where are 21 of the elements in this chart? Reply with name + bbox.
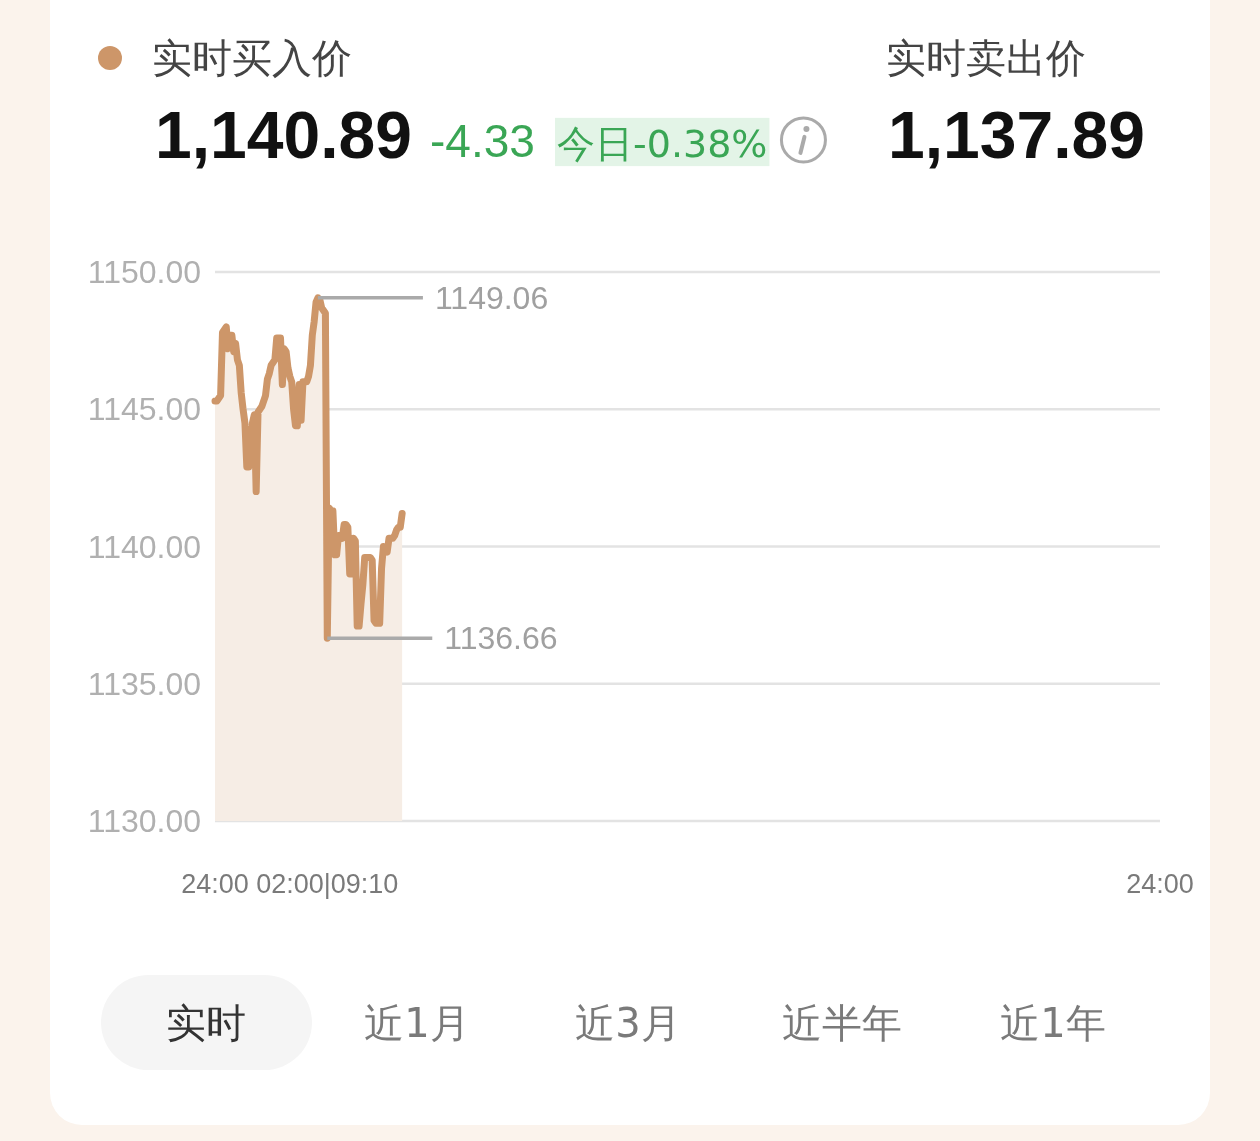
text: 实时卖出价 — [886, 35, 1086, 81]
y-tick-label: 1145.00 — [87, 391, 201, 428]
text: 近1月 — [364, 1000, 470, 1046]
x-tick-label: 24:00 — [181, 869, 249, 899]
text: 1,137.89 — [888, 98, 1145, 172]
text: 实时 — [166, 1000, 246, 1046]
data-label: 1149.06 — [434, 279, 549, 316]
text: 近3月 — [575, 1000, 681, 1046]
y-tick-label: 1130.00 — [87, 803, 201, 839]
text: 近1年 — [1000, 1000, 1106, 1046]
y-tick-label: 1140.00 — [87, 528, 201, 565]
y-tick-label: 1135.00 — [87, 665, 201, 702]
legend-label: 实时买入价 — [152, 35, 352, 81]
text: 1,140.89 — [155, 98, 412, 172]
y-tick-label: 1150.00 — [87, 254, 201, 290]
x-tick-label: 02:00|09:10 — [256, 869, 399, 899]
text: 今日-0.38% — [557, 122, 768, 166]
data-label: 1136.66 — [444, 620, 558, 657]
x-tick-label: 24:00 — [1126, 869, 1194, 899]
text: -4.33 — [430, 115, 535, 167]
text: 近半年 — [782, 1000, 902, 1046]
